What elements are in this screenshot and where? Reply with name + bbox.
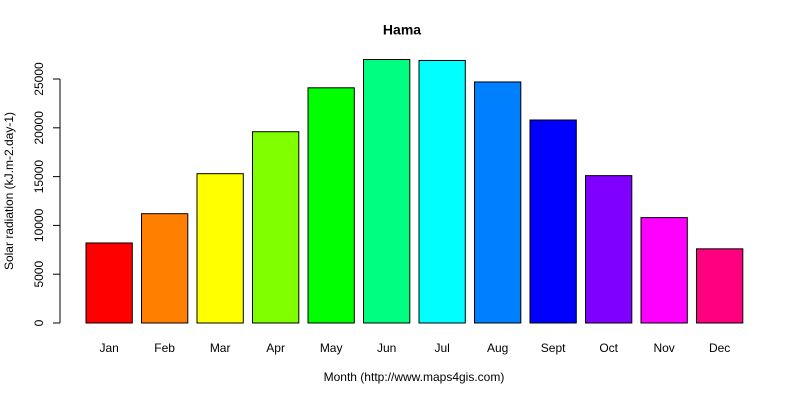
y-tick-label: 10000 — [32, 208, 46, 242]
x-tick-label: May — [320, 341, 343, 355]
x-tick-label: Jan — [99, 341, 118, 355]
x-tick-label: Oct — [599, 341, 618, 355]
bar — [696, 248, 744, 324]
x-tick-label: Dec — [709, 341, 730, 355]
bar — [585, 175, 633, 324]
x-tick-label: Feb — [154, 341, 175, 355]
y-tick-label: 15000 — [32, 160, 46, 194]
x-tick-label: Mar — [210, 341, 231, 355]
bar — [363, 59, 411, 324]
bar — [529, 119, 577, 324]
bar — [85, 242, 133, 324]
bar — [418, 59, 466, 324]
bar — [252, 131, 300, 324]
x-tick-label: Apr — [266, 341, 285, 355]
x-tick-label: Jul — [434, 341, 449, 355]
x-axis-label: Month (http://www.maps4gis.com) — [324, 370, 505, 384]
bar — [640, 217, 688, 324]
y-tick-label: 0 — [32, 319, 46, 326]
x-tick-label: Sept — [541, 341, 566, 355]
x-tick-label: Nov — [653, 341, 674, 355]
y-tick-label: 25000 — [32, 62, 46, 96]
y-axis-label: Solar radiation (kJ.m-2.day-1) — [2, 112, 16, 270]
y-tick-label: 20000 — [32, 111, 46, 145]
bar — [196, 173, 244, 324]
bar — [474, 81, 522, 324]
chart-title: Hama — [383, 22, 421, 38]
x-tick-label: Jun — [377, 341, 396, 355]
bar — [141, 213, 189, 324]
bar — [307, 87, 355, 324]
y-tick-label: 5000 — [32, 261, 46, 288]
x-tick-label: Aug — [487, 341, 508, 355]
